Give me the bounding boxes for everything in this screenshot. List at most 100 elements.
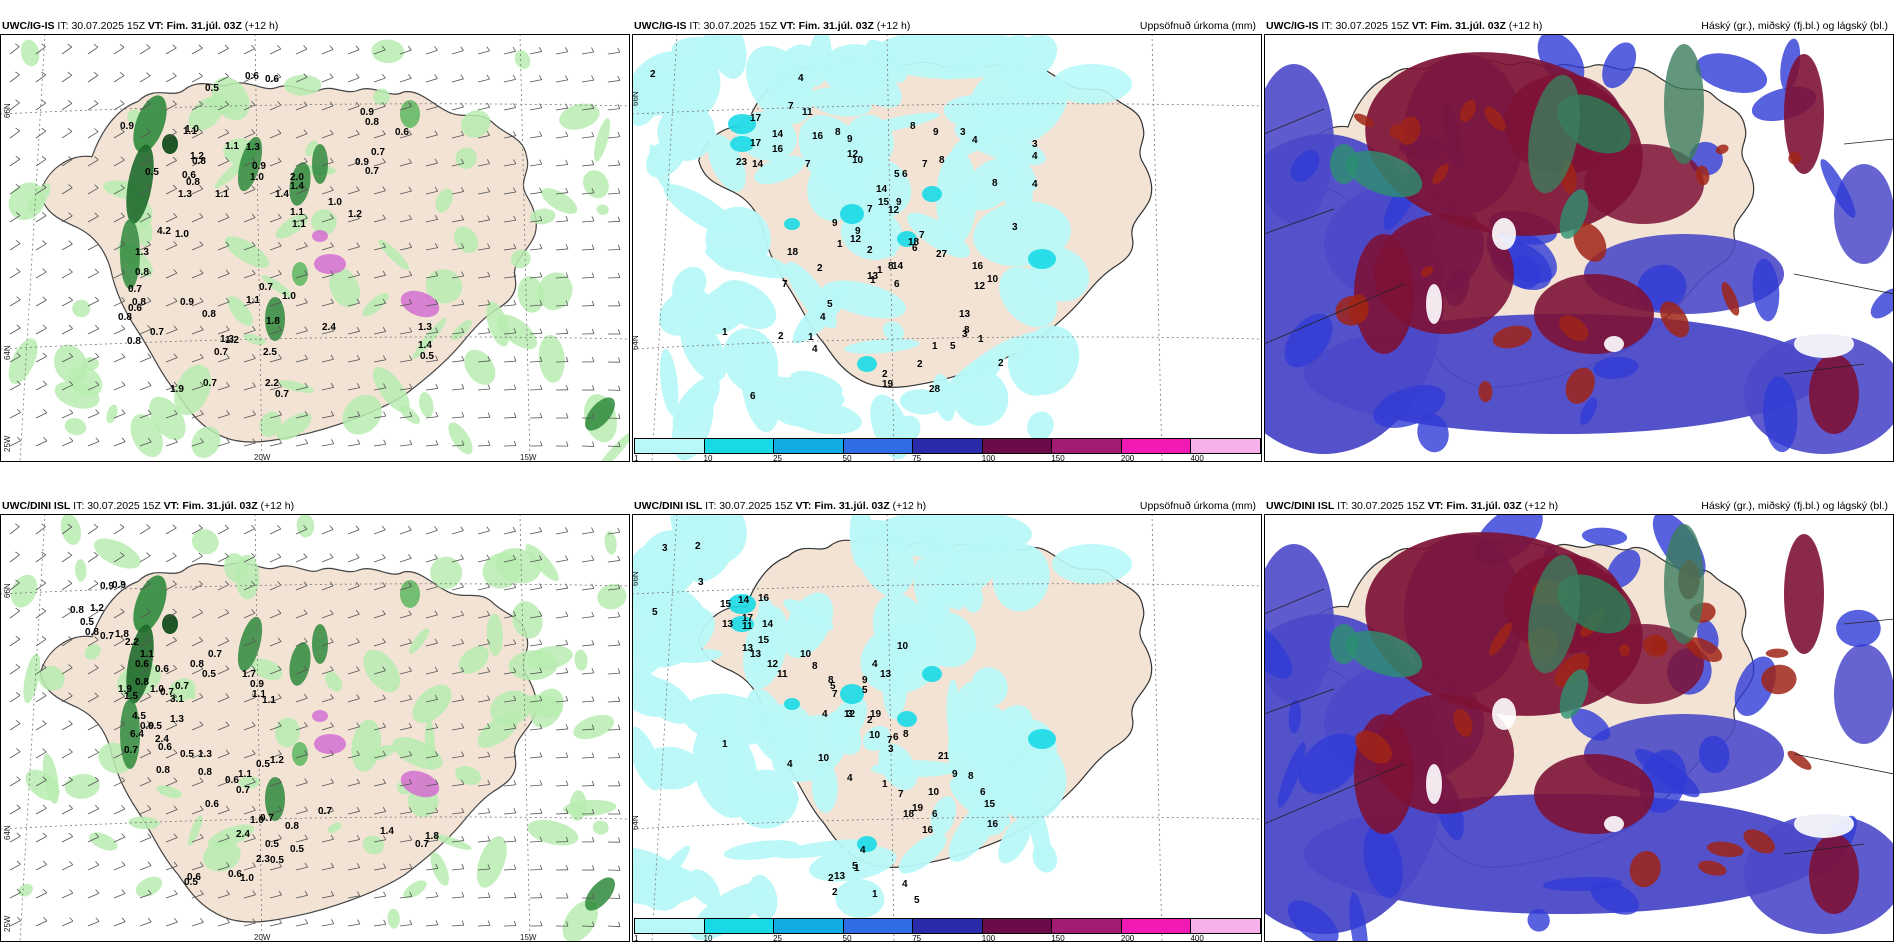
accum-value-label: 13: [742, 643, 754, 654]
precip-value-label: 0.6: [228, 869, 242, 880]
precip-value-label: 1.9: [118, 684, 132, 695]
accum-value-label: 6: [932, 809, 938, 820]
init-time: 30.07.2025 15Z: [87, 500, 161, 512]
precip-value-label: 2.4: [155, 734, 169, 745]
colorbar-swatch: [1190, 438, 1261, 454]
accum-value-label: 6: [894, 279, 900, 290]
valid-time: Fim. 31.júl. 03Z: [798, 20, 874, 32]
accum-value-label: 2: [998, 358, 1004, 369]
colorbar-tick-label: 150: [1051, 454, 1065, 463]
colorbar-tick-label: 75: [912, 454, 922, 463]
accum-value-label: 4: [860, 845, 866, 856]
accum-value-label: 3: [962, 329, 968, 340]
colorbar-tick-label: 1: [634, 934, 639, 943]
accum-value-label: 9: [855, 226, 861, 237]
precip-value-label: 0.7: [275, 389, 289, 400]
panel-title: UWC/IG-IS IT: 30.07.2025 15Z VT: Fim. 31…: [2, 20, 278, 32]
precip-mixed-phase: [312, 710, 440, 798]
accum-value-label: 13: [867, 271, 879, 282]
accum-value-label: 9: [952, 769, 958, 780]
precip-value-label: 1.5: [124, 691, 138, 702]
init-time: 30.07.2025 15Z: [1335, 20, 1409, 32]
precip-value-label: 2.4: [236, 829, 250, 840]
accum-value-label: 10: [800, 649, 812, 660]
accum-value-label: 9: [862, 675, 868, 686]
precip-value-label: 0.6: [155, 664, 169, 675]
precip-value-label: 1.9: [170, 384, 184, 395]
precip-value-label: 0.8: [156, 765, 170, 776]
precip-value-label: 1.2: [190, 151, 204, 162]
precip-accum-1-10mm: [633, 35, 1132, 461]
precip-value-label: 0.5: [145, 167, 159, 178]
precip-value-label: 0.9: [252, 161, 266, 172]
accum-value-label: 2: [778, 331, 784, 342]
accum-value-label: 21: [938, 751, 950, 762]
accum-value-label: 16: [987, 819, 999, 830]
colorbar-tick-label: 400: [1190, 454, 1204, 463]
precip-value-label: 2.0: [290, 172, 304, 183]
lead-time: (+12 h): [1524, 500, 1559, 512]
precip-value-label: 4.5: [132, 711, 146, 722]
accum-value-label: 16: [772, 144, 784, 155]
high-cloud-green: [1330, 44, 1704, 239]
accum-value-label: 5: [862, 685, 868, 696]
accum-value-label: 12: [850, 234, 862, 245]
accum-value-label: 10: [928, 787, 940, 798]
field-title: Háský (gr.), miðský (fj.bl.) og lágský (…: [1701, 500, 1888, 512]
colorbar-swatch: [634, 918, 705, 934]
accum-value-label: 2: [917, 359, 923, 370]
colorbar-swatch: [981, 918, 1053, 934]
precip-value-label: 0.6: [245, 71, 259, 82]
accum-value-label: 18: [908, 237, 920, 248]
precip-value-label: 0.8: [85, 627, 99, 638]
precip-value-label: 0.7: [260, 813, 274, 824]
init-time: 30.07.2025 15Z: [1351, 500, 1425, 512]
accum-value-label: 7: [782, 279, 788, 290]
panel-dini-isl-precip-rate: UWC/DINI ISL IT: 30.07.2025 15Z VT: Fim.…: [0, 494, 630, 942]
accum-value-label: 10: [897, 641, 909, 652]
init-label: IT:: [1321, 20, 1333, 32]
init-time: 30.07.2025 15Z: [71, 20, 145, 32]
accum-value-label: 5: [827, 299, 833, 310]
precip-value-label: 1.1: [183, 126, 197, 137]
precip-value-label: 1.0: [240, 873, 254, 884]
map-canvas: [1, 515, 629, 941]
precip-value-label: 4.2: [157, 226, 171, 237]
precip-value-label: 1.8: [425, 831, 439, 842]
colorbar-swatch: [1120, 438, 1192, 454]
precip-value-label: 0.8: [198, 767, 212, 778]
colorbar-tick-label: 100: [981, 934, 996, 943]
colorbar-tick-label: 100: [981, 454, 996, 463]
accum-value-label: 14: [772, 129, 784, 140]
accum-value-label: 10: [852, 155, 864, 166]
accum-value-label: 4: [1032, 151, 1038, 162]
accum-value-label: 8: [835, 127, 841, 138]
accum-value-label: 4: [972, 135, 978, 146]
accum-value-label: 15: [758, 635, 770, 646]
colorbar-tick-label: 75: [912, 934, 922, 943]
precip-value-label: 0.8: [118, 312, 132, 323]
accum-value-label: 2: [832, 887, 838, 898]
precip-value-label: 0.8: [186, 177, 200, 188]
accum-value-label: 8: [903, 729, 909, 740]
lat-lon-grid: [1, 35, 629, 461]
precip-value-label: 0.7: [371, 147, 385, 158]
accum-value-label: 19: [912, 803, 924, 814]
lat-label-64n: 64N: [3, 825, 12, 840]
precip-value-label: 1.3: [170, 714, 184, 725]
lat-label-66n: 66N: [3, 583, 12, 598]
colorbar-tick-label: 400: [1190, 934, 1204, 943]
init-label: IT:: [57, 20, 69, 32]
colorbar-tick-label: 1: [634, 454, 639, 463]
accum-value-label: 2: [817, 263, 823, 274]
precip-value-label: 0.8: [127, 336, 141, 347]
panel-title: UWC/DINI ISL IT: 30.07.2025 15Z VT: Fim.…: [2, 500, 294, 512]
precip-value-label: 0.8: [135, 267, 149, 278]
precip-value-label: 1.7: [242, 669, 256, 680]
panel-ig-is-cloud-cover: UWC/IG-IS IT: 30.07.2025 15Z VT: Fim. 31…: [1264, 14, 1894, 462]
accum-value-label: 13: [959, 309, 971, 320]
precip-value-label: 1.0: [150, 684, 164, 695]
accum-value-label: 8: [828, 675, 834, 686]
precip-value-label: 1.1: [290, 207, 304, 218]
model-name: UWC/IG-IS: [634, 20, 687, 32]
